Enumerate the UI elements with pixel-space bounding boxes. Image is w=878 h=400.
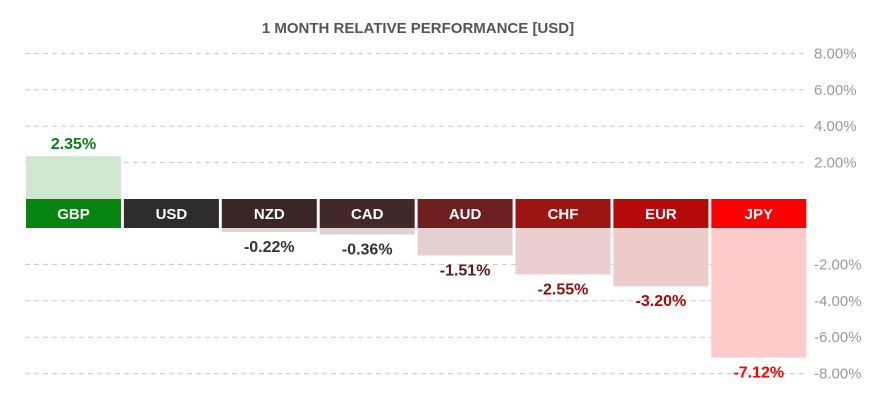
currency-header-nzd (221, 199, 317, 228)
category-label: AUD (449, 206, 482, 223)
y-tick-label: 8.00% (814, 45, 857, 62)
y-tick-label: -4.00% (814, 293, 862, 310)
data-label: -3.20% (636, 293, 687, 310)
bar-gbp (26, 156, 121, 199)
currency-header-chf (515, 199, 611, 228)
data-label: 2.35% (51, 136, 96, 153)
y-tick-label: 4.00% (814, 118, 857, 135)
bar-cad (319, 228, 415, 235)
currency-header-cad (319, 199, 415, 228)
y-tick-label: -2.00% (814, 256, 862, 273)
category-label: CHF (548, 206, 579, 223)
bar-nzd (221, 228, 317, 233)
currency-header-usd (123, 199, 219, 228)
y-tick-label: 2.00% (814, 155, 857, 172)
y-tick-label: -8.00% (814, 366, 862, 383)
data-label: -2.55% (538, 281, 589, 298)
category-label: NZD (254, 206, 285, 223)
category-label: USD (156, 206, 188, 223)
bar-jpy (711, 228, 807, 358)
data-label: -7.12% (733, 365, 784, 382)
data-label: -1.51% (440, 262, 491, 279)
bar-eur (613, 228, 709, 287)
category-label: CAD (351, 206, 384, 223)
currency-header-gbp (26, 199, 121, 228)
category-label: JPY (745, 206, 773, 223)
currency-header-jpy (711, 199, 807, 228)
data-label: -0.22% (244, 239, 295, 256)
currency-header-aud (417, 199, 513, 228)
currency-header-eur (613, 199, 709, 228)
data-label: -0.36% (342, 242, 393, 259)
y-tick-label: -6.00% (814, 329, 862, 346)
category-label: EUR (645, 206, 677, 223)
bar-aud (417, 228, 513, 256)
category-label: GBP (57, 206, 90, 223)
chart-title: 1 MONTH RELATIVE PERFORMANCE [USD] (262, 20, 574, 37)
y-tick-label: 6.00% (814, 82, 857, 99)
bar-chf (515, 228, 611, 275)
